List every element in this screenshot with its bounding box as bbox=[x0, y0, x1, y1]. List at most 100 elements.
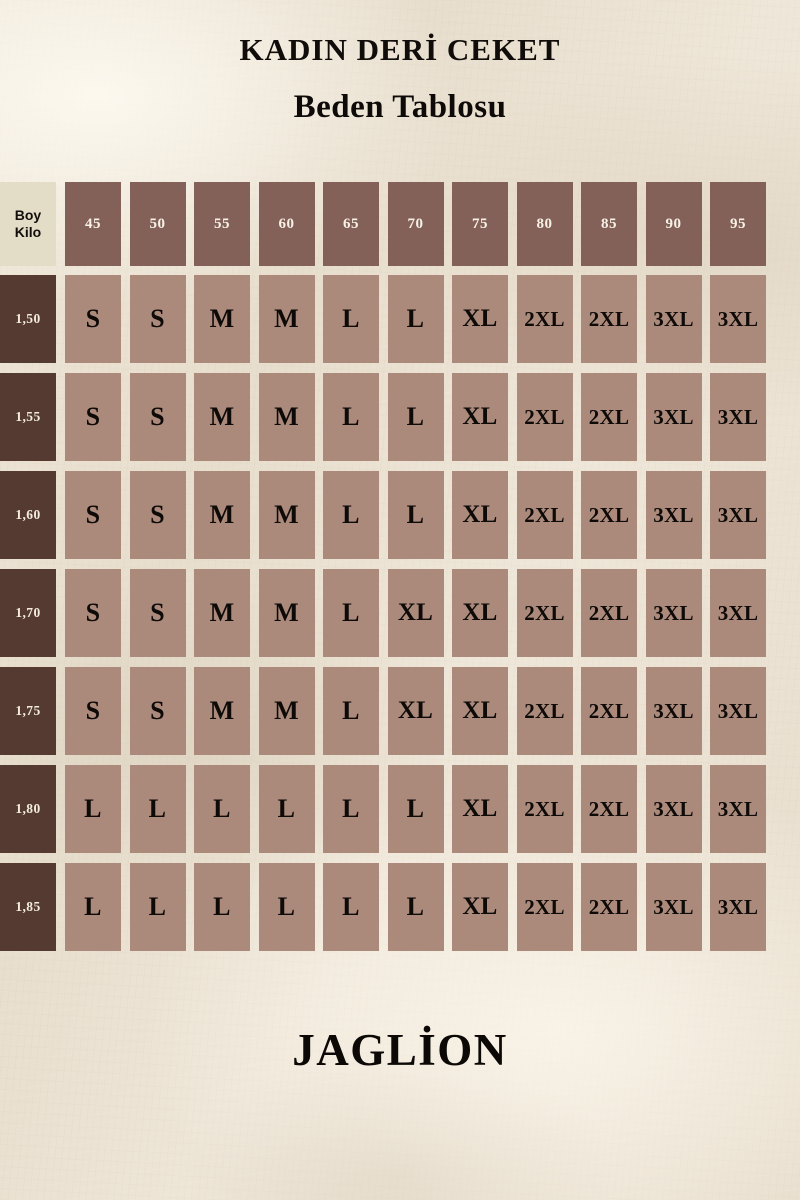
size-cell: L bbox=[323, 373, 379, 461]
table-row: 1,55 S S M M L L XL 2XL 2XL 3XL 3XL bbox=[0, 373, 800, 461]
size-cell: S bbox=[65, 667, 121, 755]
size-cell: 3XL bbox=[645, 569, 702, 657]
size-cell: L bbox=[323, 765, 379, 853]
size-cell: M bbox=[258, 471, 315, 559]
row-header-height: 1,60 bbox=[0, 471, 56, 559]
size-cell: L bbox=[258, 765, 315, 853]
size-cell: XL bbox=[452, 569, 508, 657]
row-header-height: 1,75 bbox=[0, 667, 56, 755]
size-cell: 3XL bbox=[645, 863, 702, 951]
size-cell: 2XL bbox=[581, 275, 637, 363]
size-cell: L bbox=[129, 863, 186, 951]
table-header-row: Boy Kilo 45 50 55 60 65 70 75 80 85 90 95 bbox=[0, 182, 800, 266]
row-header-height: 1,70 bbox=[0, 569, 56, 657]
page-subtitle: Beden Tablosu bbox=[293, 89, 507, 126]
row-header-height: 1,80 bbox=[0, 765, 56, 853]
size-cell: L bbox=[387, 471, 444, 559]
size-cell: 3XL bbox=[645, 471, 702, 559]
size-cell: M bbox=[258, 373, 315, 461]
table-row: 1,50 S S M M L L XL 2XL 2XL 3XL 3XL bbox=[0, 275, 800, 363]
size-cell: 3XL bbox=[710, 569, 766, 657]
size-cell: M bbox=[194, 275, 250, 363]
size-cell: S bbox=[65, 471, 121, 559]
size-cell: L bbox=[387, 765, 444, 853]
size-cell: XL bbox=[452, 863, 508, 951]
size-cell: XL bbox=[387, 667, 444, 755]
size-cell: L bbox=[194, 765, 250, 853]
size-cell: S bbox=[129, 471, 186, 559]
size-cell: 2XL bbox=[516, 275, 573, 363]
size-cell: 2XL bbox=[581, 373, 637, 461]
column-header-weight: 60 bbox=[258, 182, 315, 266]
size-cell: 3XL bbox=[710, 765, 766, 853]
size-cell: XL bbox=[387, 569, 444, 657]
corner-label-kilo: Kilo bbox=[14, 224, 42, 240]
size-cell: XL bbox=[452, 373, 508, 461]
size-cell: M bbox=[194, 373, 250, 461]
size-cell: L bbox=[323, 863, 379, 951]
row-header-height: 1,85 bbox=[0, 863, 56, 951]
size-cell: S bbox=[129, 373, 186, 461]
size-cell: L bbox=[65, 863, 121, 951]
size-cell: L bbox=[387, 863, 444, 951]
table-row: 1,70 S S M M L XL XL 2XL 2XL 3XL 3XL bbox=[0, 569, 800, 657]
size-cell: L bbox=[323, 275, 379, 363]
size-cell: M bbox=[258, 275, 315, 363]
size-cell: S bbox=[65, 275, 121, 363]
table-row: 1,75 S S M M L XL XL 2XL 2XL 3XL 3XL bbox=[0, 667, 800, 755]
size-cell: L bbox=[323, 667, 379, 755]
size-cell: 2XL bbox=[581, 863, 637, 951]
size-cell: 2XL bbox=[581, 667, 637, 755]
size-cell: 2XL bbox=[516, 667, 573, 755]
size-cell: M bbox=[258, 667, 315, 755]
size-cell: 3XL bbox=[645, 765, 702, 853]
size-cell: L bbox=[387, 373, 444, 461]
column-header-weight: 50 bbox=[129, 182, 186, 266]
size-cell: M bbox=[194, 569, 250, 657]
size-cell: XL bbox=[452, 471, 508, 559]
size-cell: M bbox=[258, 569, 315, 657]
size-cell: L bbox=[323, 569, 379, 657]
size-cell: S bbox=[129, 667, 186, 755]
table-row: 1,80 L L L L L L XL 2XL 2XL 3XL 3XL bbox=[0, 765, 800, 853]
size-cell: 2XL bbox=[516, 569, 573, 657]
row-header-height: 1,50 bbox=[0, 275, 56, 363]
column-header-weight: 45 bbox=[65, 182, 121, 266]
size-cell: 2XL bbox=[516, 471, 573, 559]
size-cell: XL bbox=[452, 765, 508, 853]
column-header-weight: 95 bbox=[710, 182, 766, 266]
table-row: 1,85 L L L L L L XL 2XL 2XL 3XL 3XL bbox=[0, 863, 800, 951]
column-header-weight: 90 bbox=[645, 182, 702, 266]
size-cell: M bbox=[194, 471, 250, 559]
size-cell: S bbox=[65, 373, 121, 461]
size-cell: 2XL bbox=[581, 471, 637, 559]
size-cell: L bbox=[65, 765, 121, 853]
size-cell: S bbox=[65, 569, 121, 657]
size-cell: 3XL bbox=[710, 863, 766, 951]
corner-label-boy: Boy bbox=[14, 206, 42, 223]
size-cell: S bbox=[129, 275, 186, 363]
size-cell: L bbox=[194, 863, 250, 951]
size-cell: 3XL bbox=[645, 275, 702, 363]
title-block: KADIN DERİ CEKET Beden Tablosu bbox=[0, 0, 800, 125]
size-cell: M bbox=[194, 667, 250, 755]
column-header-weight: 70 bbox=[387, 182, 444, 266]
size-cell: 3XL bbox=[645, 373, 702, 461]
size-cell: 2XL bbox=[516, 863, 573, 951]
column-header-weight: 65 bbox=[323, 182, 379, 266]
table-row: 1,60 S S M M L L XL 2XL 2XL 3XL 3XL bbox=[0, 471, 800, 559]
column-header-weight: 75 bbox=[452, 182, 508, 266]
size-cell: L bbox=[129, 765, 186, 853]
size-cell: 2XL bbox=[516, 373, 573, 461]
size-cell: 3XL bbox=[710, 373, 766, 461]
column-header-weight: 80 bbox=[516, 182, 573, 266]
size-cell: 3XL bbox=[710, 275, 766, 363]
size-cell: L bbox=[258, 863, 315, 951]
page-title: KADIN DERİ CEKET bbox=[239, 32, 561, 67]
size-cell: 2XL bbox=[581, 569, 637, 657]
row-header-height: 1,55 bbox=[0, 373, 56, 461]
size-cell: L bbox=[387, 275, 444, 363]
size-cell: 3XL bbox=[645, 667, 702, 755]
column-header-weight: 55 bbox=[194, 182, 250, 266]
